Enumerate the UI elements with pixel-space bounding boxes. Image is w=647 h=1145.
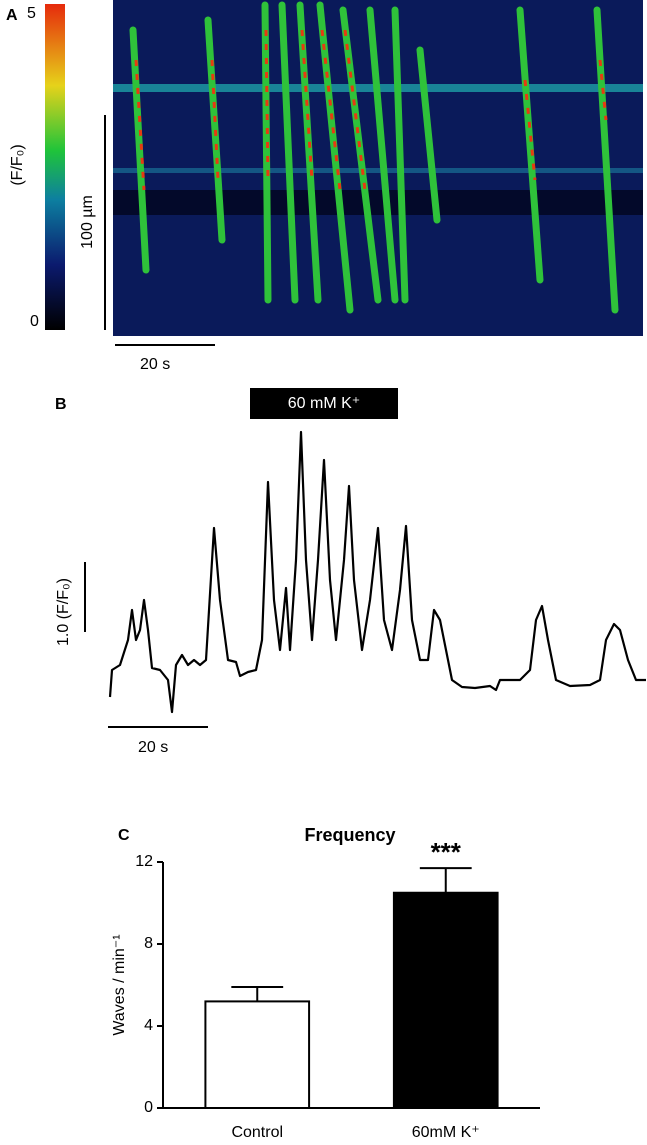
bar-chart: C Frequency Waves / min⁻¹ 0 4 8 12 Control 60… (111, 825, 540, 1141)
panel-label: B (55, 396, 67, 413)
panel-label: C (118, 827, 130, 844)
x-tick-label: Control (231, 1124, 283, 1141)
kymograph (113, 0, 643, 336)
time-scale-label: 20 s (140, 356, 170, 373)
chart-title: Frequency (304, 825, 395, 845)
x-tick-label: 60mM K⁺ (412, 1124, 480, 1141)
y-tick-label: 4 (144, 1017, 153, 1034)
bar (204, 1000, 311, 1110)
time-scale-label: 20 s (138, 739, 168, 756)
colorbar (45, 4, 65, 330)
panel-label: A (6, 7, 18, 24)
colorbar-min: 0 (30, 313, 39, 330)
space-scale-label: 100 µm (79, 195, 96, 249)
y-axis-label: Waves / min⁻¹ (111, 934, 128, 1035)
y-tick-label: 8 (144, 935, 153, 952)
calcium-trace (108, 430, 646, 714)
stimulus-label: 60 mM K⁺ (288, 395, 360, 412)
colorbar-max: 5 (27, 5, 36, 22)
stimulus-bar (250, 388, 398, 419)
amplitude-scale-label: 1.0 (F/F₀) (55, 578, 72, 646)
significance-label: *** (431, 837, 462, 867)
y-tick-label: 12 (135, 853, 153, 870)
colorbar-unit: (F/F₀) (9, 144, 26, 185)
bar (392, 891, 499, 1109)
y-tick-label: 0 (144, 1099, 153, 1116)
